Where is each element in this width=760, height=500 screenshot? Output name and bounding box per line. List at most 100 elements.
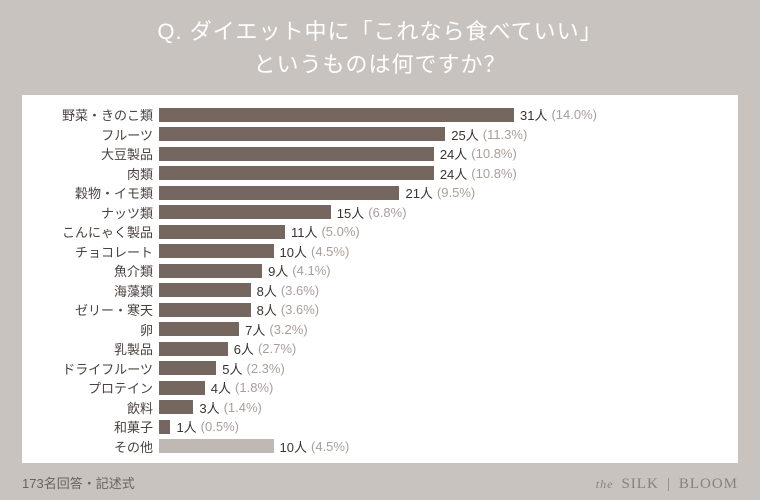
bar-track: 24人(10.8%) xyxy=(159,166,726,180)
bar-fill xyxy=(159,186,399,200)
bar-percent: (11.3%) xyxy=(483,127,528,142)
chart-area: 野菜・きのこ類31人(14.0%)フルーツ25人(11.3%)大豆製品24人(1… xyxy=(22,95,738,463)
bar-fill xyxy=(159,127,445,141)
bar-track: 8人(3.6%) xyxy=(159,283,726,297)
bar-track: 6人 (2.7%) xyxy=(159,342,726,356)
bar-value: 8人 xyxy=(257,300,277,319)
bar-value: 10人 xyxy=(280,437,307,456)
bar-value: 9人 xyxy=(268,261,288,280)
bar-track: 4人 (1.8%) xyxy=(159,381,726,395)
bar-value: 10人 xyxy=(280,242,307,261)
bar-row: 飲料3人(1.4%) xyxy=(34,398,726,418)
bar-row: 海藻類8人(3.6%) xyxy=(34,281,726,301)
bar-value: 24人 xyxy=(440,164,467,183)
bar-row: こんにゃく製品11人(5.0%) xyxy=(34,222,726,242)
bar-label: 乳製品 xyxy=(34,339,159,358)
bar-fill xyxy=(159,225,285,239)
bar-track: 25人 (11.3%) xyxy=(159,127,726,141)
bar-percent: (4.5%) xyxy=(311,439,349,454)
footer: 173名回答・記述式 the SILK | BLOOM xyxy=(22,473,738,493)
bar-fill xyxy=(159,381,205,395)
bar-track: 3人(1.4%) xyxy=(159,400,726,414)
bar-value: 6人 xyxy=(234,339,254,358)
bar-label: その他 xyxy=(34,437,159,456)
bar-fill xyxy=(159,244,274,258)
bar-percent: (1.8%) xyxy=(235,380,273,395)
bar-row: フルーツ 25人 (11.3%) xyxy=(34,125,726,145)
bar-label: 飲料 xyxy=(34,398,159,417)
bar-row: 肉類24人(10.8%) xyxy=(34,164,726,184)
bar-track: 10人 (4.5%) xyxy=(159,439,726,453)
bar-label: フルーツ xyxy=(34,125,159,144)
bar-label: プロテイン xyxy=(34,378,159,397)
response-note: 173名回答・記述式 xyxy=(22,473,135,492)
bar-fill xyxy=(159,264,262,278)
bar-percent: (3.6%) xyxy=(281,302,319,317)
bar-label: 大豆製品 xyxy=(34,144,159,163)
bar-percent: (5.0%) xyxy=(321,224,359,239)
bar-row: 大豆製品24人(10.8%) xyxy=(34,144,726,164)
bar-label: 魚介類 xyxy=(34,261,159,280)
bar-label: ナッツ類 xyxy=(34,203,159,222)
bar-value: 5人 xyxy=(222,359,242,378)
bar-row: 乳製品 6人 (2.7%) xyxy=(34,339,726,359)
bar-percent: (4.5%) xyxy=(311,244,349,259)
bar-track: 24人(10.8%) xyxy=(159,147,726,161)
bar-fill xyxy=(159,283,251,297)
bar-percent: (3.2%) xyxy=(269,322,307,337)
bar-value: 8人 xyxy=(257,281,277,300)
question-header: Q. ダイエット中に「これなら食べていい」 というものは何ですか？ xyxy=(0,0,760,95)
question-line1: Q. ダイエット中に「これなら食べていい」 xyxy=(157,15,602,48)
bar-value: 4人 xyxy=(211,378,231,397)
bar-track: 1人 (0.5%) xyxy=(159,420,726,434)
bar-label: 和菓子 xyxy=(34,417,159,436)
bar-value: 24人 xyxy=(440,144,467,163)
bar-track: 7人(3.2%) xyxy=(159,322,726,336)
bar-percent: (2.7%) xyxy=(258,341,296,356)
bar-fill xyxy=(159,205,331,219)
brand-bloom: BLOOM xyxy=(679,476,738,493)
bar-track: 9人 (4.1%) xyxy=(159,264,726,278)
bar-track: 15人 (6.8%) xyxy=(159,205,726,219)
bar-fill xyxy=(159,439,274,453)
bar-value: 11人 xyxy=(291,222,318,241)
bar-track: 11人(5.0%) xyxy=(159,225,726,239)
bar-fill xyxy=(159,108,514,122)
question-line2: というものは何ですか？ xyxy=(157,48,602,81)
bar-row: 野菜・きのこ類31人(14.0%) xyxy=(34,105,726,125)
chart-container: Q. ダイエット中に「これなら食べていい」 というものは何ですか？ 野菜・きのこ… xyxy=(0,0,760,500)
bar-row: 魚介類 9人 (4.1%) xyxy=(34,261,726,281)
bar-row: チョコレート 10人 (4.5%) xyxy=(34,242,726,262)
bar-label: チョコレート xyxy=(34,242,159,261)
bar-fill xyxy=(159,166,434,180)
bar-value: 1人 xyxy=(176,417,196,436)
bar-percent: (4.1%) xyxy=(292,263,330,278)
bar-fill xyxy=(159,322,239,336)
bar-value: 31人 xyxy=(520,105,547,124)
bar-label: ゼリー・寒天 xyxy=(34,300,159,319)
bar-track: 21人(9.5%) xyxy=(159,186,726,200)
bar-percent: (0.5%) xyxy=(201,419,239,434)
bar-row: その他 10人 (4.5%) xyxy=(34,437,726,457)
bar-label: 穀物・イモ類 xyxy=(34,183,159,202)
bar-fill xyxy=(159,400,193,414)
bar-row: ドライフルーツ5人(2.3%) xyxy=(34,359,726,379)
brand-the: the xyxy=(596,477,614,492)
bar-percent: (1.4%) xyxy=(224,400,262,415)
bar-label: 野菜・きのこ類 xyxy=(34,105,159,124)
bar-fill xyxy=(159,361,216,375)
bar-track: 10人 (4.5%) xyxy=(159,244,726,258)
bar-row: 卵7人(3.2%) xyxy=(34,320,726,340)
bar-row: ナッツ類 15人 (6.8%) xyxy=(34,203,726,223)
brand-silk: SILK xyxy=(621,476,658,493)
bar-percent: (9.5%) xyxy=(437,185,475,200)
bar-row: ゼリー・寒天 8人 (3.6%) xyxy=(34,300,726,320)
bar-label: こんにゃく製品 xyxy=(34,222,159,241)
bar-track: 31人(14.0%) xyxy=(159,108,726,122)
bar-label: 肉類 xyxy=(34,164,159,183)
bar-percent: (6.8%) xyxy=(368,205,406,220)
bar-value: 25人 xyxy=(451,125,478,144)
bar-value: 15人 xyxy=(337,203,364,222)
bar-row: 和菓子 1人 (0.5%) xyxy=(34,417,726,437)
bar-row: プロテイン 4人 (1.8%) xyxy=(34,378,726,398)
